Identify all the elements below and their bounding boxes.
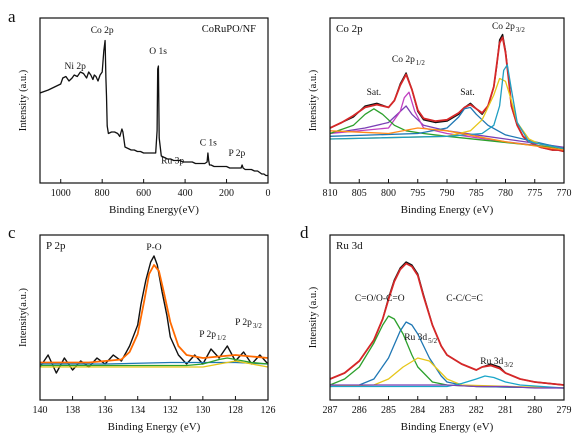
x-axis-label: Binding Energy (eV) xyxy=(108,421,201,433)
panel-title: Ru 3d xyxy=(336,240,363,252)
chart-panel-3: 140 138 136 134 132 130 128 126 Binding Energy (… xyxy=(8,223,276,433)
series-line-component-3 xyxy=(330,91,564,150)
x-tick-label: 134 xyxy=(130,405,145,416)
x-tick-label: 400 xyxy=(178,188,193,199)
series-line-baseline-6 xyxy=(330,384,564,389)
x-tick-label: 1000 xyxy=(51,188,71,199)
x-tick-label: 128 xyxy=(228,405,243,416)
x-tick-label: 805 xyxy=(352,188,367,199)
x-tick-label: 285 xyxy=(381,405,396,416)
x-tick-label: 283 xyxy=(440,405,455,416)
x-tick-label: 281 xyxy=(498,405,513,416)
x-tick-label: 279 xyxy=(557,405,572,416)
peak-annotation: P 2p1/2 xyxy=(199,330,226,342)
series-line-component-4 xyxy=(330,357,564,389)
x-tick-label: 138 xyxy=(65,405,80,416)
x-tick-label: 800 xyxy=(95,188,110,199)
series-line-baseline-8 xyxy=(330,127,564,151)
series-line-raw-0 xyxy=(330,261,564,386)
x-tick-label: 795 xyxy=(410,188,425,199)
x-tick-label: 130 xyxy=(195,405,210,416)
x-axis-label: Binding Energy (eV) xyxy=(401,204,494,216)
panel-letter: c xyxy=(8,223,16,242)
peak-annotation: C=O/O-C=O xyxy=(355,294,405,304)
peak-annotation: Sat. xyxy=(367,88,382,98)
x-tick-label: 286 xyxy=(352,405,367,416)
series-line-component-7 xyxy=(330,64,564,150)
peak-annotation: Co 2p xyxy=(91,26,114,36)
x-tick-label: 775 xyxy=(527,188,542,199)
plot-frame xyxy=(329,234,565,401)
x-tick-label: 287 xyxy=(323,405,338,416)
panel-letter: d xyxy=(300,223,309,242)
x-tick-label: 282 xyxy=(469,405,484,416)
x-tick-label: 136 xyxy=(98,405,113,416)
chart-panel-2: 810 805 800 795 790 785 780 775 770 Binding Energ… xyxy=(308,17,572,216)
peak-annotation: Ru 3p xyxy=(161,157,184,167)
peak-annotation: C 1s xyxy=(200,139,217,149)
peak-annotation: O 1s xyxy=(149,47,167,57)
peak-annotation: P 2p xyxy=(229,149,246,159)
series-line-baseline-2 xyxy=(40,361,268,365)
series-line-envelope-1 xyxy=(40,264,268,364)
panel-letter: a xyxy=(8,7,16,26)
x-tick-label: 785 xyxy=(469,188,484,199)
y-axis-label: Intensity(a.u.) xyxy=(18,288,29,347)
panel-title: Co 2p xyxy=(336,23,363,35)
peak-annotation: Sat. xyxy=(460,88,475,98)
x-tick-label: 132 xyxy=(163,405,178,416)
x-tick-label: 800 xyxy=(381,188,396,199)
x-tick-label: 790 xyxy=(440,188,455,199)
peak-annotation: Co 2p1/2 xyxy=(392,55,425,67)
sample-label: CoRuPO/NF xyxy=(202,24,256,35)
x-tick-label: 0 xyxy=(266,188,271,199)
series-line-component-4 xyxy=(40,360,268,368)
plot-frame xyxy=(39,17,269,184)
peak-annotation: Ni 2p xyxy=(65,62,87,72)
y-axis-label: Intensity (a.u.) xyxy=(308,286,319,348)
peak-annotation: P-O xyxy=(146,243,161,253)
plot-frame xyxy=(39,234,269,401)
panel-title: P 2p xyxy=(46,240,66,252)
series-line-envelope-1 xyxy=(330,262,564,386)
series-line-envelope-1 xyxy=(330,36,564,153)
peak-annotation: Co 2p3/2 xyxy=(492,22,525,34)
x-tick-label: 810 xyxy=(323,188,338,199)
x-tick-label: 126 xyxy=(261,405,276,416)
chart-panel-4: 287 286 285 284 283 282 281 280 279 Binding Energ… xyxy=(300,223,572,433)
series-line-component-4 xyxy=(330,108,564,150)
x-tick-label: 280 xyxy=(527,405,542,416)
x-axis-label: Binding Energy(eV) xyxy=(109,204,199,216)
peak-annotation: C-C/C=C xyxy=(446,294,483,304)
x-tick-label: 140 xyxy=(33,405,48,416)
peak-annotation: Ru 3d3/2 xyxy=(480,357,513,369)
x-tick-label: 770 xyxy=(557,188,572,199)
y-axis-label: Intensity (a.u.) xyxy=(308,69,319,131)
peak-annotation: Ru 3d5/2 xyxy=(404,333,437,345)
series-line-component-3 xyxy=(40,357,268,367)
chart-panel-1: 1000 800 600 400 200 0 Binding Energy(eV) Inten… xyxy=(8,7,271,216)
peak-annotation: P 2p3/2 xyxy=(235,318,262,330)
series-line-data-0 xyxy=(40,39,268,177)
x-tick-label: 284 xyxy=(410,405,425,416)
x-tick-label: 780 xyxy=(498,188,513,199)
series-line-component-2 xyxy=(330,105,564,148)
x-axis-label: Binding Energy (eV) xyxy=(401,421,494,433)
y-axis-label: Intensity (a.u.) xyxy=(18,69,29,131)
plot-frame xyxy=(329,17,565,184)
x-tick-label: 600 xyxy=(136,188,151,199)
x-tick-label: 200 xyxy=(219,188,234,199)
